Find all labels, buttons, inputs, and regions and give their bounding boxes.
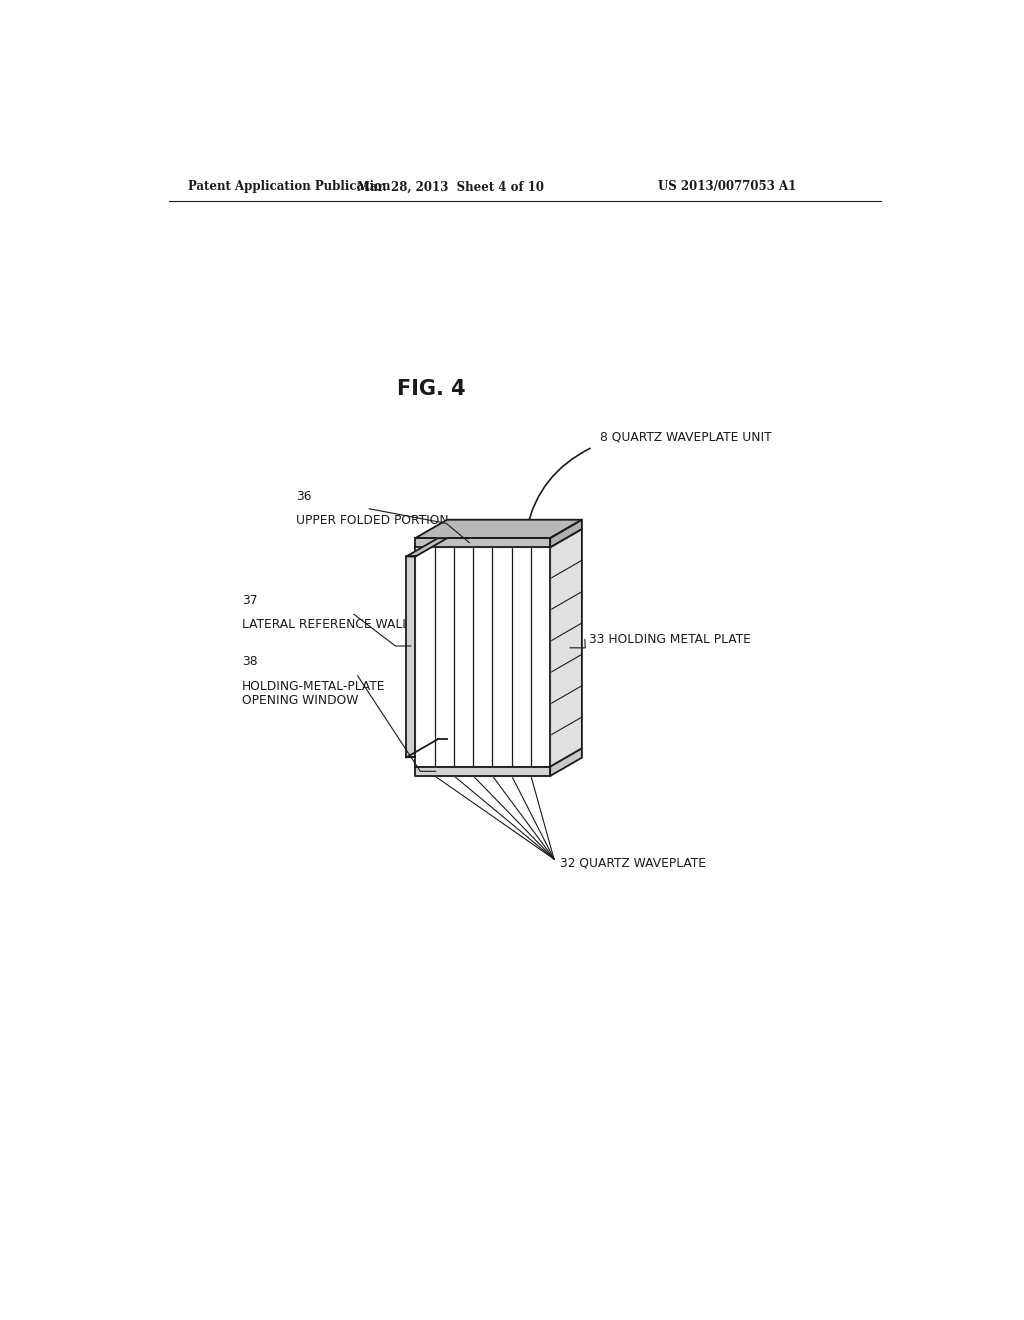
Text: FIG. 4: FIG. 4	[396, 379, 465, 400]
Text: 8 QUARTZ WAVEPLATE UNIT: 8 QUARTZ WAVEPLATE UNIT	[600, 430, 772, 444]
Text: 33 HOLDING METAL PLATE: 33 HOLDING METAL PLATE	[589, 634, 751, 647]
Text: OPENING WINDOW: OPENING WINDOW	[243, 693, 358, 706]
Polygon shape	[416, 548, 550, 767]
Text: LATERAL REFERENCE WALL: LATERAL REFERENCE WALL	[243, 618, 410, 631]
Text: 36: 36	[296, 490, 311, 503]
Text: UPPER FOLDED PORTION: UPPER FOLDED PORTION	[296, 515, 449, 527]
Text: 32 QUARTZ WAVEPLATE: 32 QUARTZ WAVEPLATE	[560, 857, 707, 870]
Text: Patent Application Publication: Patent Application Publication	[188, 181, 391, 194]
Polygon shape	[407, 557, 416, 758]
Polygon shape	[550, 520, 582, 548]
Polygon shape	[416, 520, 582, 539]
Polygon shape	[416, 539, 550, 548]
Text: Mar. 28, 2013  Sheet 4 of 10: Mar. 28, 2013 Sheet 4 of 10	[356, 181, 544, 194]
Polygon shape	[407, 539, 447, 557]
Polygon shape	[550, 529, 582, 767]
Text: 38: 38	[243, 655, 258, 668]
Text: US 2013/0077053 A1: US 2013/0077053 A1	[658, 181, 797, 194]
Polygon shape	[416, 767, 550, 776]
Text: 37: 37	[243, 594, 258, 607]
Polygon shape	[550, 748, 582, 776]
Text: HOLDING-METAL-PLATE: HOLDING-METAL-PLATE	[243, 680, 386, 693]
Polygon shape	[416, 529, 582, 548]
